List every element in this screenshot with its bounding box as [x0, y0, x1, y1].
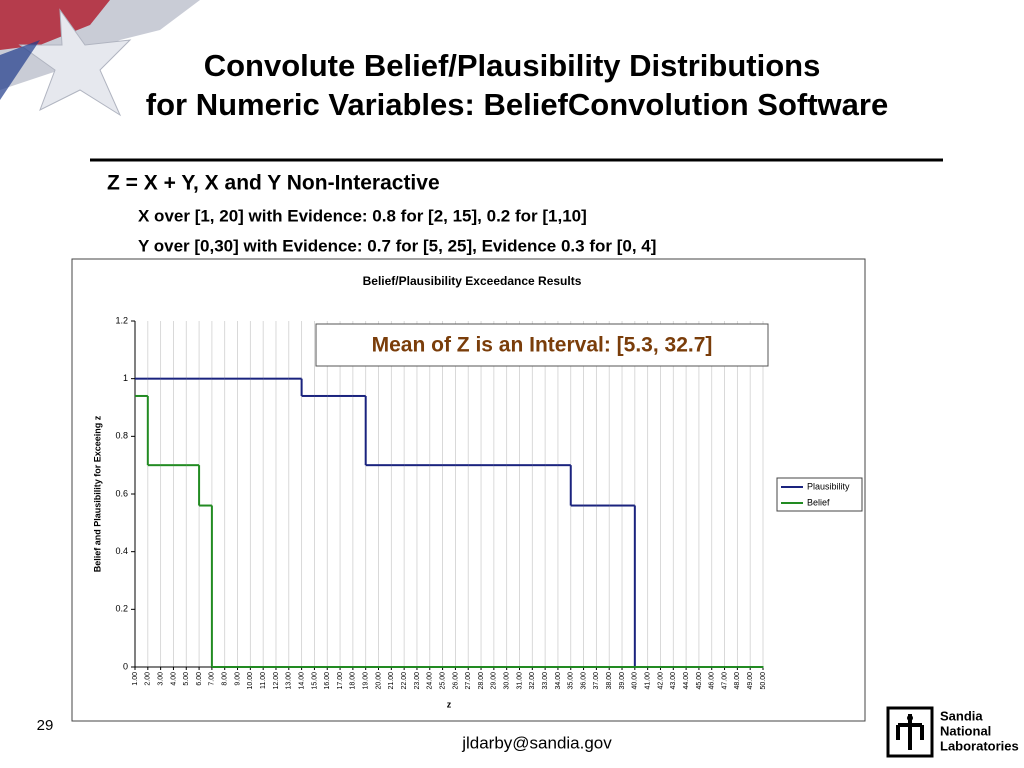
x-tick-label: 1.00	[132, 672, 139, 686]
x-tick-label: 34.00	[555, 672, 562, 690]
x-tick-label: 23.00	[414, 672, 421, 690]
x-tick-label: 20.00	[375, 672, 382, 690]
y-tick-label: 1.2	[115, 315, 128, 325]
x-tick-label: 10.00	[247, 672, 254, 690]
x-tick-label: 5.00	[183, 672, 190, 686]
x-tick-label: 50.00	[760, 672, 767, 690]
x-tick-label: 26.00	[452, 672, 459, 690]
x-tick-label: 7.00	[209, 672, 216, 686]
y-axis-label: Belief and Plausibility for Exceeing z	[92, 415, 102, 572]
x-tick-label: 17.00	[337, 672, 344, 690]
x-tick-label: 15.00	[311, 672, 318, 690]
x-tick-label: 45.00	[696, 672, 703, 690]
plot: 1.00 2.00 3.00 4.00 5.00 6.00 7.00 8.00 9.00 10.0…	[115, 315, 766, 689]
bullet: X over [1, 20] with Evidence: 0.8 for [2…	[138, 206, 587, 225]
x-tick-label: 16.00	[324, 672, 331, 690]
x-tick-label: 27.00	[465, 672, 472, 690]
x-tick-label: 24.00	[427, 672, 434, 690]
annotation-box	[315, 323, 769, 367]
x-tick-label: 19.00	[363, 672, 370, 690]
x-tick-label: 12.00	[273, 672, 280, 690]
chart-title: Belief/Plausibility Exceedance Results	[363, 274, 582, 288]
x-tick-label: 42.00	[657, 672, 664, 690]
slide-title: Convolute Belief/Plausibility Distributi…	[204, 48, 821, 83]
x-tick-label: 29.00	[491, 672, 498, 690]
x-tick-label: 2.00	[145, 672, 152, 686]
y-tick-label: 0.6	[115, 488, 128, 498]
x-tick-label: 48.00	[734, 672, 741, 690]
x-tick-label: 22.00	[401, 672, 408, 690]
x-tick-label: 35.00	[568, 672, 575, 690]
heading: Z = X + Y, X and Y Non-Interactive	[107, 172, 440, 195]
x-tick-label: 30.00	[504, 672, 511, 690]
x-tick-label: 40.00	[632, 672, 639, 690]
x-tick-label: 25.00	[439, 672, 446, 690]
x-tick-label: 18.00	[350, 672, 357, 690]
logo: Sandia National Laboratories	[886, 706, 1019, 758]
x-tick-label: 47.00	[721, 672, 728, 690]
x-tick-label: 49.00	[747, 672, 754, 690]
x-tick-label: 3.00	[157, 672, 164, 686]
x-tick-label: 44.00	[683, 672, 690, 690]
x-tick-label: 43.00	[670, 672, 677, 690]
legend: Plausibility Belief	[776, 477, 863, 512]
x-tick-label: 39.00	[619, 672, 626, 690]
logo-text: Laboratories	[940, 738, 1019, 753]
logo-text: National	[940, 723, 991, 738]
page-number: 29	[37, 717, 54, 734]
y-tick-label: 0	[123, 661, 128, 671]
x-tick-label: 41.00	[644, 672, 651, 690]
x-axis-label: z	[447, 699, 452, 709]
legend-label: Plausibility	[807, 481, 850, 491]
x-tick-label: 11.00	[260, 672, 267, 689]
x-tick-label: 13.00	[286, 672, 293, 690]
x-tick-label: 33.00	[542, 672, 549, 690]
logo-text: Sandia	[940, 708, 983, 723]
x-tick-label: 9.00	[234, 672, 241, 686]
x-tick-label: 46.00	[709, 672, 716, 690]
x-tick-label: 21.00	[388, 672, 395, 690]
y-tick-label: 0.4	[115, 546, 128, 556]
bullet: Y over [0,30] with Evidence: 0.7 for [5,…	[138, 236, 656, 255]
legend-label: Belief	[807, 497, 830, 507]
x-tick-label: 14.00	[298, 672, 305, 690]
y-tick-label: 0.2	[115, 604, 128, 614]
annotation: Mean of Z is an Interval: [5.3, 32.7]	[372, 334, 713, 357]
x-tick-label: 36.00	[580, 672, 587, 690]
x-tick-label: 6.00	[196, 672, 203, 686]
y-tick-label: 1	[123, 373, 128, 383]
x-tick-label: 37.00	[593, 672, 600, 690]
legend-box	[776, 477, 863, 512]
x-tick-label: 28.00	[478, 672, 485, 690]
x-tick-label: 31.00	[516, 672, 523, 690]
x-tick-label: 8.00	[222, 672, 229, 686]
y-tick-label: 0.8	[115, 431, 128, 441]
footer: jldarby@sandia.gov	[461, 733, 612, 752]
slide-title: for Numeric Variables: BeliefConvolution…	[146, 87, 888, 122]
x-tick-label: 32.00	[529, 672, 536, 690]
decoration	[0, 0, 200, 117]
x-tick-label: 4.00	[170, 672, 177, 686]
x-tick-label: 38.00	[606, 672, 613, 690]
